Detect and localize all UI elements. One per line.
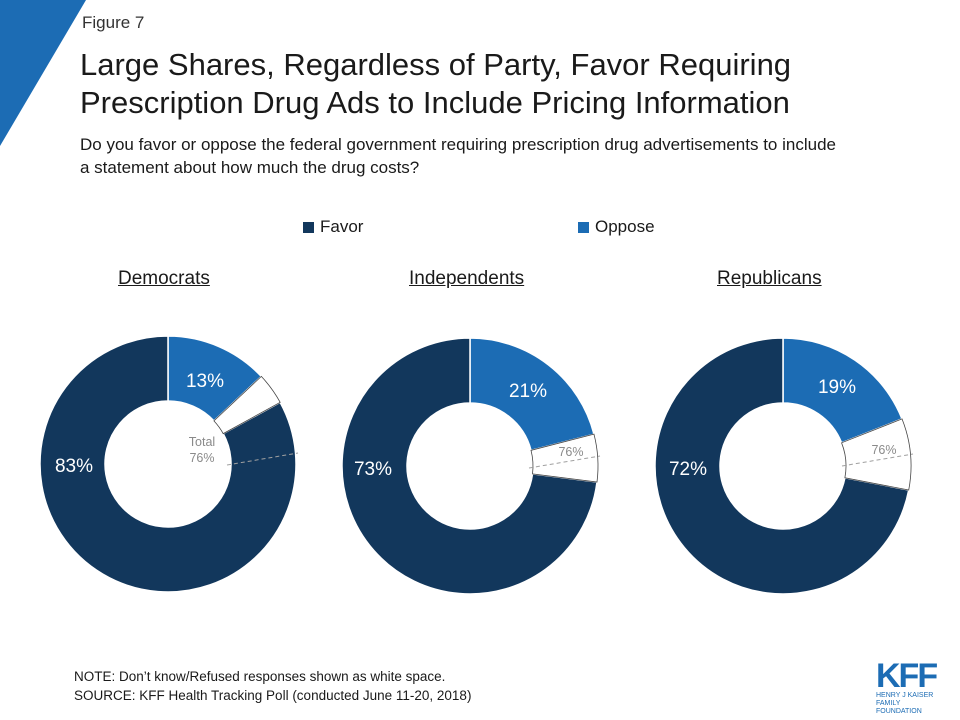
total-dash-line-republicans	[841, 453, 914, 467]
donut-slice-dontknow-democrats	[213, 375, 281, 435]
panel-title-republicans: Republicans	[717, 268, 822, 289]
figure-label: Figure 7	[82, 13, 145, 32]
total-dash-line-independents	[528, 455, 601, 469]
annotation-total-democrats-1: 76%	[189, 451, 214, 465]
legend-label-favor: Favor	[320, 217, 364, 236]
chart-subtitle-line2: a statement about how much the drug cost…	[80, 158, 420, 177]
donut-slice-dontknow-independents	[530, 433, 599, 483]
donut-slice-favor-democrats	[39, 335, 297, 593]
data-label-oppose-independents: 21%	[509, 381, 547, 402]
panel-title-democrats: Democrats	[118, 268, 210, 289]
logo-subtext-line2: FAMILY FOUNDATION	[876, 700, 922, 715]
data-label-favor-republicans: 72%	[669, 459, 707, 480]
donut-slice-oppose-independents	[469, 337, 595, 452]
annotation-total-republicans: 76%	[871, 443, 896, 457]
donut-slice-favor-independents	[341, 337, 598, 595]
source-text: SOURCE: KFF Health Tracking Poll (conduc…	[74, 688, 472, 703]
data-label-favor-democrats: 83%	[55, 456, 93, 477]
chart-title-line1: Large Shares, Regardless of Party, Favor…	[80, 47, 792, 82]
corner-accent-shape	[0, 0, 86, 146]
donut-slice-dontknow-republicans	[841, 418, 912, 491]
total-dash-line-democrats	[226, 452, 299, 466]
data-label-oppose-democrats: 13%	[186, 371, 224, 392]
data-label-oppose-republicans: 19%	[818, 377, 856, 398]
annotation-total-democrats-0: Total	[189, 435, 215, 449]
donut-slice-oppose-republicans	[782, 337, 903, 444]
data-label-favor-independents: 73%	[354, 459, 392, 480]
footnote: NOTE: Don’t know/Refused responses shown…	[74, 667, 471, 705]
legend-item-favor: Favor	[303, 217, 363, 237]
kff-logo: KFF HENRY J KAISER FAMILY FOUNDATION	[876, 657, 946, 716]
legend-swatch-favor	[303, 221, 314, 233]
logo-mark: KFF	[876, 657, 938, 695]
legend-label-oppose: Oppose	[595, 217, 655, 236]
chart-title: Large Shares, Regardless of Party, Favor…	[80, 46, 940, 122]
panel-title-independents: Independents	[409, 268, 525, 289]
chart-subtitle-line1: Do you favor or oppose the federal gover…	[80, 135, 836, 154]
legend-item-oppose: Oppose	[578, 217, 655, 237]
donut-slice-favor-republicans	[654, 337, 910, 595]
annotation-total-independents: 76%	[558, 445, 583, 459]
legend-swatch-oppose	[578, 221, 589, 233]
chart-subtitle: Do you favor or oppose the federal gover…	[80, 133, 940, 179]
note-text: NOTE: Don’t know/Refused responses shown…	[74, 669, 446, 684]
logo-subtext-line1: HENRY J KAISER	[876, 692, 934, 699]
chart-title-line2: Prescription Drug Ads to Include Pricing…	[80, 85, 790, 120]
